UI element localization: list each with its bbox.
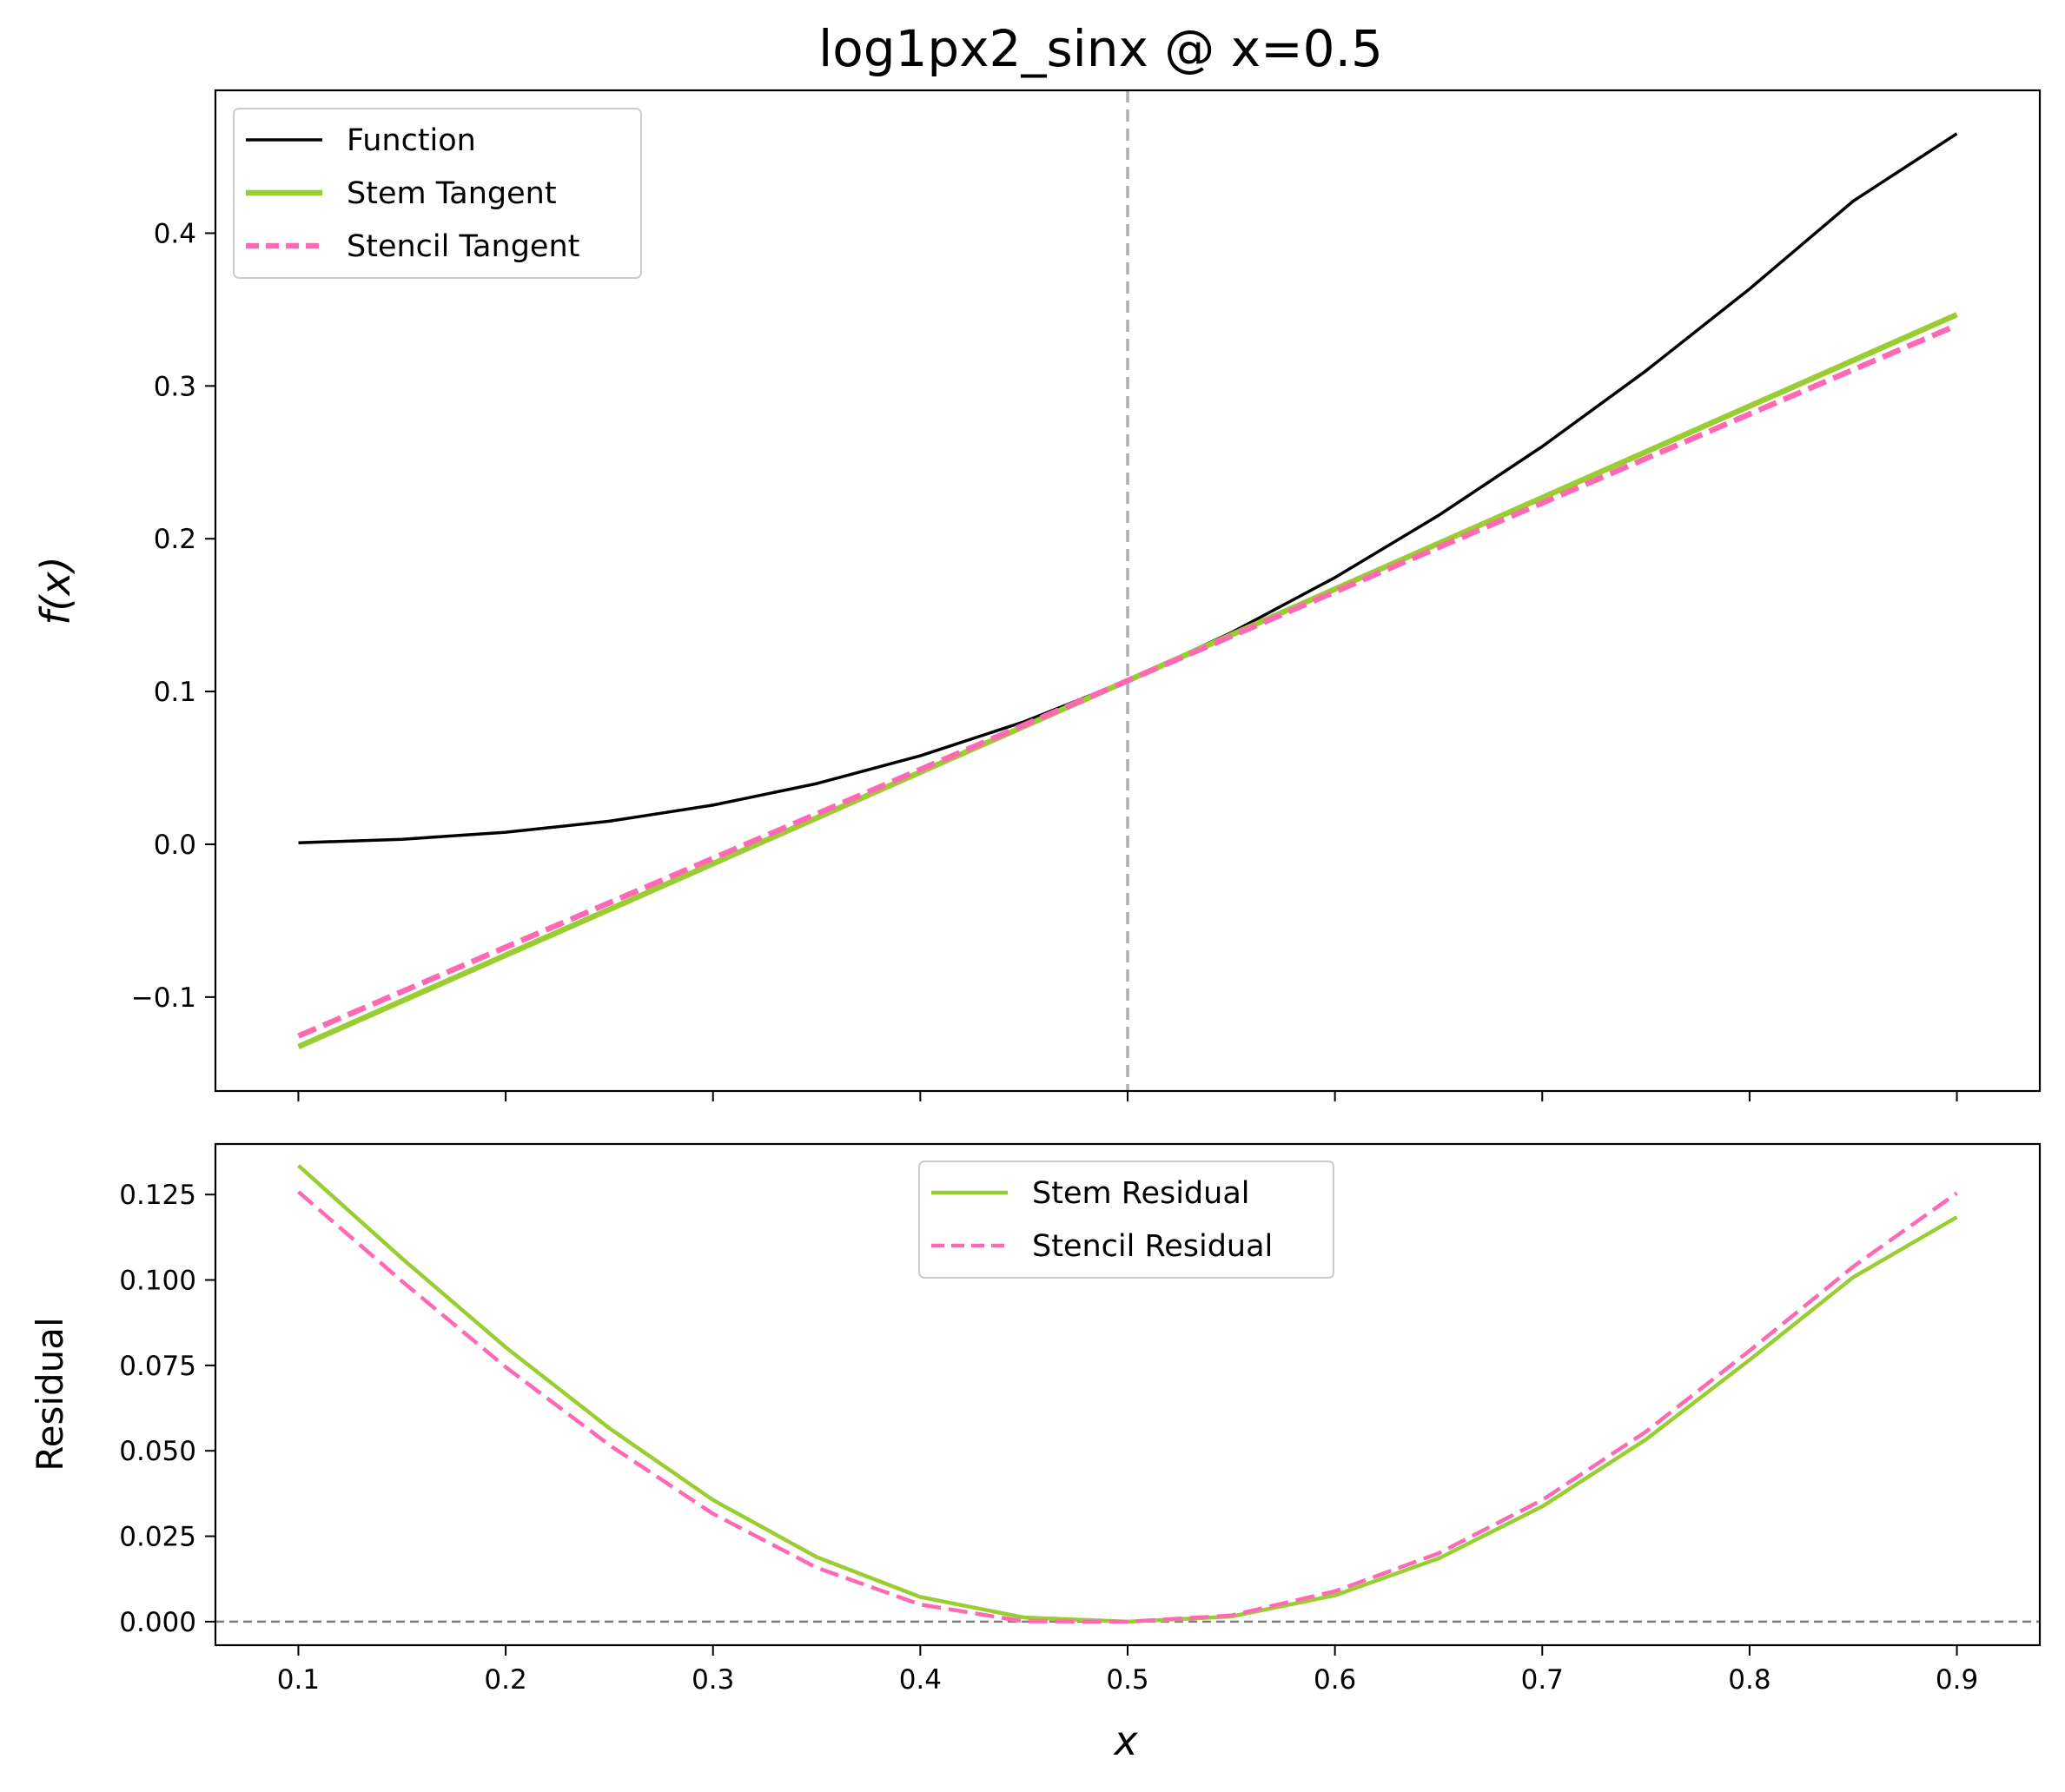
bottom-panel: 0.1 0.2 0.3 0.4 0.5 0.6 0.7 0.8 0.9 0.000 0.025 0.0…	[29, 1142, 2042, 1764]
bottom-y-tick-label: 0.050	[119, 1436, 196, 1467]
top-legend-frame	[233, 108, 642, 279]
top-series-stencil-tangent	[297, 322, 1958, 1039]
top-panel: −0.1 0.0 0.1 0.2 0.3 0.4 f(x) Function Stem Ta…	[32, 89, 2042, 1101]
top-legend-label: Stem Tangent	[347, 176, 557, 211]
top-legend-label: Stencil Tangent	[347, 229, 579, 264]
bottom-x-tick-label: 0.8	[1728, 1664, 1770, 1696]
bottom-y-axis-label: Residual	[29, 1317, 71, 1471]
top-y-tick-label: 0.3	[154, 371, 196, 402]
bottom-y-tick-label: 0.125	[119, 1180, 196, 1211]
bottom-x-tick-label: 0.3	[692, 1664, 734, 1696]
bottom-y-tick-label: 0.000	[119, 1607, 196, 1638]
bottom-y-tick-label: 0.025	[119, 1522, 196, 1553]
top-y-tick-label: 0.4	[154, 218, 196, 249]
bottom-x-tick-label: 0.2	[484, 1664, 526, 1696]
bottom-x-tick-label: 0.6	[1314, 1664, 1356, 1696]
bottom-legend-label: Stem Residual	[1032, 1176, 1250, 1211]
bottom-ticks-group: 0.1 0.2 0.3 0.4 0.5 0.6 0.7 0.8 0.9 0.000 0.025 0.0…	[119, 1180, 1978, 1696]
bottom-x-tick-label: 0.7	[1521, 1664, 1564, 1696]
top-legend-label: Function	[347, 123, 476, 158]
bottom-y-tick-label: 0.100	[119, 1266, 196, 1297]
top-ticks-group: −0.1 0.0 0.1 0.2 0.3 0.4	[131, 218, 1958, 1101]
bottom-x-tick-label: 0.5	[1106, 1664, 1148, 1696]
bottom-y-tick-label: 0.075	[119, 1351, 196, 1382]
bottom-series-stencil-residual	[297, 1190, 1958, 1624]
top-y-tick-label: 0.1	[154, 677, 196, 708]
top-legend: Function Stem Tangent Stencil Tangent	[233, 108, 642, 279]
top-y-axis-label: f(x)	[32, 556, 79, 625]
bottom-x-tick-label: 0.4	[899, 1664, 942, 1696]
top-series-group	[297, 90, 1958, 1091]
bottom-x-tick-label: 0.1	[277, 1664, 320, 1696]
bottom-legend-label: Stencil Residual	[1032, 1229, 1273, 1264]
chart-title: log1px2_sinx @ x=0.5	[818, 19, 1383, 78]
bottom-legend: Stem Residual Stencil Residual	[918, 1161, 1334, 1279]
bottom-legend-frame	[918, 1161, 1334, 1279]
bottom-series-group	[215, 1164, 2040, 1624]
top-y-tick-label: 0.2	[154, 524, 196, 555]
x-axis-label: x	[1112, 1717, 1138, 1764]
top-y-tick-label: 0.0	[154, 830, 196, 861]
bottom-x-tick-label: 0.9	[1936, 1664, 1978, 1696]
top-y-tick-label: −0.1	[131, 982, 196, 1014]
